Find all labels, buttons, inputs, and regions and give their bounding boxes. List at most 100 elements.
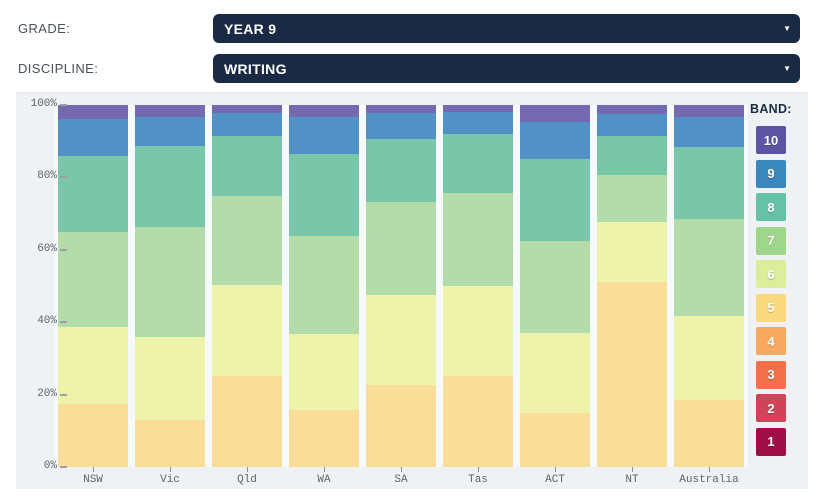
discipline-row: DISCIPLINE: WRITING ▼ <box>0 54 820 83</box>
bar-segment-Australia-band-5[interactable] <box>674 399 744 467</box>
bar-segment-Tas-band-9[interactable] <box>443 112 513 134</box>
bar-Qld[interactable] <box>212 105 282 467</box>
bar-segment-NT-band-7[interactable] <box>597 175 667 223</box>
legend-title: BAND: <box>750 102 792 116</box>
bar-segment-NSW-band-6[interactable] <box>58 326 128 404</box>
bar-segment-Tas-band-7[interactable] <box>443 193 513 287</box>
bar-segment-Vic-band-9[interactable] <box>135 116 205 147</box>
legend-swatch-band-9: 9 <box>756 159 786 188</box>
bar-segment-NT-band-10[interactable] <box>597 105 667 115</box>
bar-segment-WA-band-8[interactable] <box>289 154 359 237</box>
bar-segment-Tas-band-8[interactable] <box>443 133 513 194</box>
bar-segment-ACT-band-8[interactable] <box>520 159 590 242</box>
x-tick-label-NSW: NSW <box>83 474 103 486</box>
bar-segment-WA-band-10[interactable] <box>289 105 359 117</box>
bar-segment-NSW-band-8[interactable] <box>58 156 128 233</box>
y-tick-label: 20% <box>37 387 57 400</box>
bar-segment-NSW-band-10[interactable] <box>58 105 128 120</box>
legend-swatch-band-4: 4 <box>756 327 786 355</box>
bar-Tas[interactable] <box>443 105 513 467</box>
x-tick <box>93 467 94 472</box>
bar-segment-Vic-band-7[interactable] <box>135 227 205 337</box>
bar-ACT[interactable] <box>520 105 590 467</box>
bar-segment-SA-band-7[interactable] <box>366 202 436 295</box>
y-tick <box>60 321 67 324</box>
grade-dropdown[interactable]: YEAR 9 ▼ <box>213 14 800 43</box>
bar-segment-WA-band-9[interactable] <box>289 116 359 155</box>
bar-segment-WA-band-6[interactable] <box>289 334 359 410</box>
bar-segment-SA-band-9[interactable] <box>366 112 436 140</box>
bar-segment-SA-band-8[interactable] <box>366 139 436 203</box>
bar-segment-ACT-band-7[interactable] <box>520 241 590 334</box>
grade-row: GRADE: YEAR 9 ▼ <box>0 14 820 43</box>
bar-segment-NT-band-6[interactable] <box>597 222 667 283</box>
bar-segment-NSW-band-9[interactable] <box>58 119 128 157</box>
bar-segment-ACT-band-9[interactable] <box>520 122 590 160</box>
y-tick <box>60 104 67 106</box>
bar-Australia[interactable] <box>674 105 744 467</box>
bar-segment-Tas-band-10[interactable] <box>443 105 513 113</box>
bar-segment-ACT-band-5[interactable] <box>520 412 590 467</box>
bar-segment-NT-band-8[interactable] <box>597 136 667 176</box>
bar-segment-Tas-band-6[interactable] <box>443 286 513 376</box>
discipline-label: DISCIPLINE: <box>18 61 99 76</box>
bar-segment-Qld-band-9[interactable] <box>212 112 282 137</box>
bar-NSW[interactable] <box>58 105 128 467</box>
grade-dropdown-value: YEAR 9 <box>224 20 277 37</box>
x-tick <box>247 467 248 472</box>
y-tick-label: 0% <box>43 460 57 472</box>
bar-segment-SA-band-10[interactable] <box>366 105 436 113</box>
bar-segment-ACT-band-6[interactable] <box>520 333 590 413</box>
bar-segment-Vic-band-8[interactable] <box>135 146 205 228</box>
bar-segment-ACT-band-10[interactable] <box>520 105 590 122</box>
x-tick <box>324 467 325 472</box>
y-tick <box>60 466 67 468</box>
bar-WA[interactable] <box>289 105 359 467</box>
y-tick <box>60 393 67 396</box>
legend-swatch-band-7: 7 <box>756 226 786 255</box>
bar-SA[interactable] <box>366 105 436 467</box>
bar-segment-Qld-band-8[interactable] <box>212 136 282 197</box>
legend-swatch-band-6: 6 <box>756 260 786 288</box>
bar-segment-Qld-band-10[interactable] <box>212 105 282 113</box>
y-tick-label: 40% <box>37 315 57 328</box>
legend-swatch-band-2: 2 <box>756 394 786 422</box>
bar-segment-Australia-band-8[interactable] <box>674 146 744 220</box>
filter-controls: GRADE: YEAR 9 ▼ DISCIPLINE: WRITING ▼ <box>0 0 820 92</box>
bar-segment-Australia-band-7[interactable] <box>674 219 744 317</box>
legend-swatch-band-10: 10 <box>756 126 786 154</box>
bar-segment-NSW-band-7[interactable] <box>58 232 128 327</box>
x-tick-label-Australia: Australia <box>679 474 739 486</box>
bar-segment-Vic-band-10[interactable] <box>135 105 205 117</box>
bar-segment-SA-band-6[interactable] <box>366 294 436 385</box>
bar-segment-Qld-band-6[interactable] <box>212 284 282 376</box>
bar-segment-Australia-band-9[interactable] <box>674 116 744 147</box>
bar-segment-NSW-band-5[interactable] <box>58 403 128 467</box>
legend-swatch-band-1: 1 <box>756 427 786 456</box>
x-tick <box>632 467 633 472</box>
bar-segment-Vic-band-6[interactable] <box>135 336 205 420</box>
bar-segment-Qld-band-7[interactable] <box>212 196 282 285</box>
bar-segment-Vic-band-5[interactable] <box>135 419 205 467</box>
y-tick-label: 60% <box>37 242 57 255</box>
y-tick <box>60 176 67 179</box>
bar-NT[interactable] <box>597 105 667 467</box>
bar-segment-SA-band-5[interactable] <box>366 384 436 467</box>
x-tick-label-Vic: Vic <box>160 474 180 486</box>
bar-segment-NT-band-5[interactable] <box>597 282 667 467</box>
bar-segment-Tas-band-5[interactable] <box>443 375 513 467</box>
x-tick <box>478 467 479 472</box>
bar-segment-Qld-band-5[interactable] <box>212 375 282 467</box>
y-tick <box>60 248 67 251</box>
bar-segment-Australia-band-6[interactable] <box>674 316 744 400</box>
x-tick-label-WA: WA <box>317 474 331 486</box>
bar-segment-WA-band-7[interactable] <box>289 236 359 335</box>
bar-Vic[interactable] <box>135 105 205 467</box>
bar-segment-Australia-band-10[interactable] <box>674 105 744 117</box>
bar-segment-NT-band-9[interactable] <box>597 114 667 137</box>
discipline-dropdown-value: WRITING <box>224 60 287 77</box>
bar-segment-WA-band-5[interactable] <box>289 409 359 467</box>
discipline-dropdown[interactable]: WRITING ▼ <box>213 54 800 83</box>
legend-swatch-band-5: 5 <box>756 293 786 322</box>
x-tick-label-Tas: Tas <box>468 474 488 486</box>
